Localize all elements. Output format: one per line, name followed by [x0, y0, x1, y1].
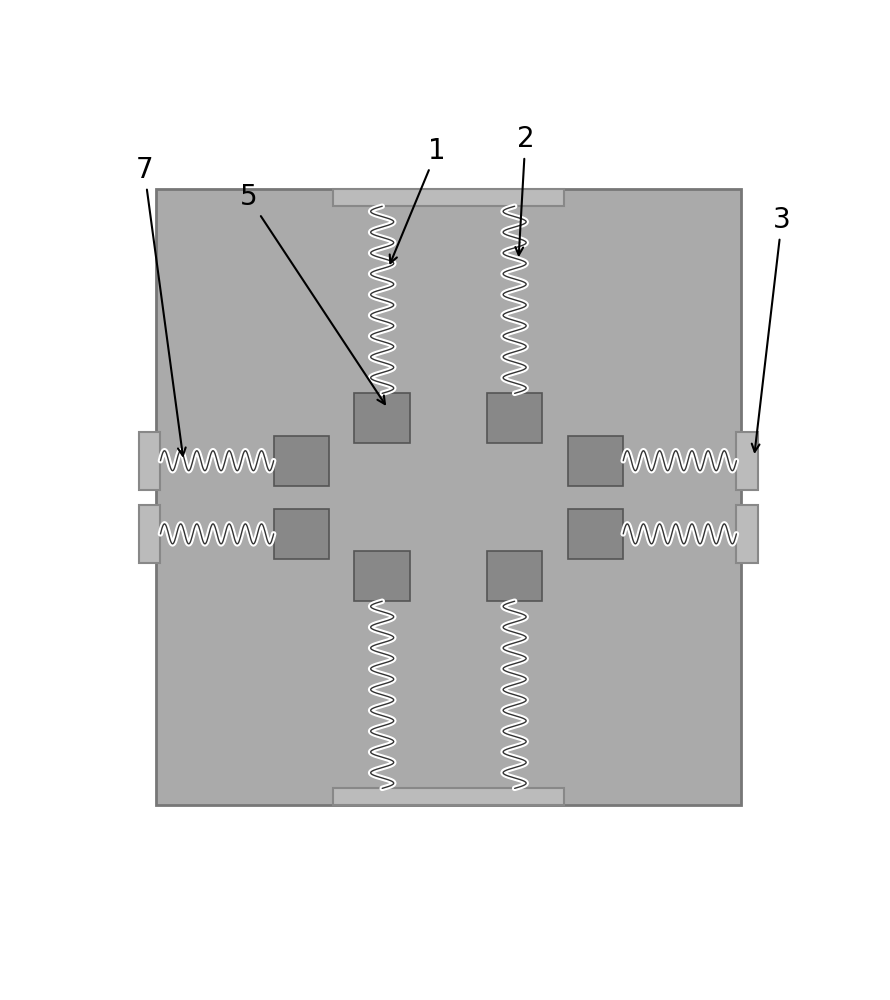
Bar [139, 505, 160, 563]
Text: 7: 7 [135, 156, 186, 456]
Text: 1: 1 [390, 137, 446, 263]
Bar [156, 189, 741, 805]
Bar [139, 432, 160, 490]
Text: 5: 5 [239, 183, 385, 404]
Bar [354, 551, 410, 601]
Bar [487, 551, 542, 601]
Bar [333, 788, 564, 805]
Bar [333, 189, 564, 206]
Bar [487, 393, 542, 443]
Bar [568, 436, 623, 486]
Bar [273, 436, 329, 486]
Bar [736, 505, 758, 563]
Bar [354, 393, 410, 443]
Bar [568, 509, 623, 559]
Text: 3: 3 [752, 206, 790, 452]
Text: 2: 2 [515, 125, 534, 255]
Bar [273, 509, 329, 559]
Bar [736, 432, 758, 490]
